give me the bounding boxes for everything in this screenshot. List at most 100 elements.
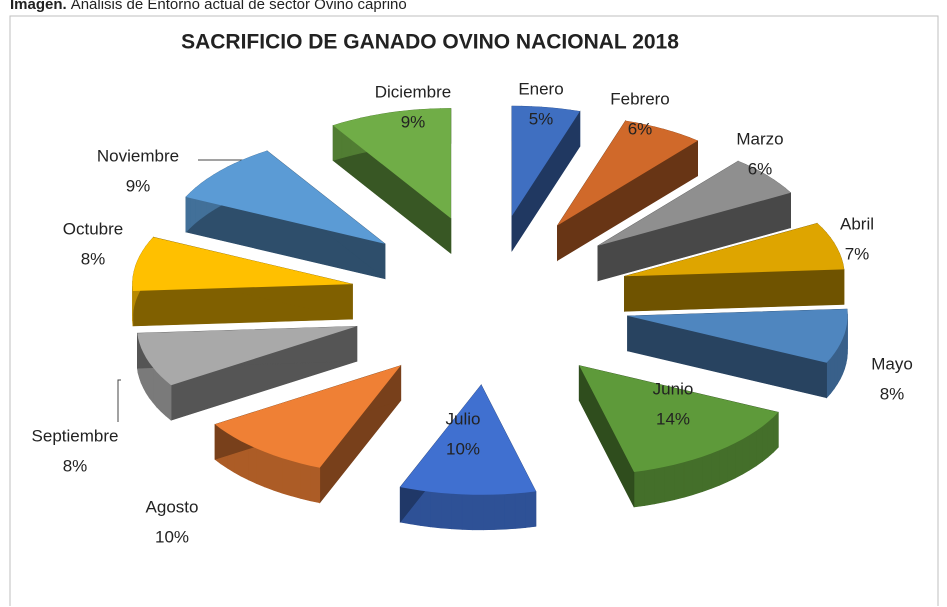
- slice: [579, 365, 779, 472]
- slice-side: [272, 454, 283, 494]
- slice-side: [514, 492, 526, 529]
- category-label: Enero: [518, 79, 563, 98]
- slice-side: [290, 460, 301, 499]
- category-label: Octubre: [63, 219, 123, 238]
- slice-side: [451, 493, 463, 530]
- value-label: 8%: [81, 249, 106, 268]
- slice: [137, 325, 358, 421]
- slice-side: [493, 493, 505, 530]
- slice: [333, 108, 451, 219]
- slice: [557, 120, 698, 226]
- slice-side: [148, 361, 154, 404]
- caption-text: Análisis de Entorno actual de sector Ovi…: [71, 0, 407, 13]
- slice-side: [472, 494, 484, 531]
- slice-side: [461, 494, 473, 531]
- slice-side: [710, 449, 720, 490]
- slice-side: [420, 490, 431, 528]
- slice-side: [654, 466, 665, 505]
- slice: [597, 161, 791, 246]
- slice-side: [309, 465, 321, 504]
- value-label: 14%: [656, 409, 690, 428]
- slice-side: [826, 357, 831, 399]
- slice-side: [440, 492, 452, 530]
- slice: [214, 364, 402, 504]
- category-label: Noviembre: [97, 146, 179, 165]
- slice-side: [624, 269, 845, 312]
- slice: [511, 106, 580, 216]
- slice: [511, 105, 581, 253]
- slice-side: [830, 352, 835, 395]
- slice: [578, 365, 779, 508]
- value-label: 6%: [628, 119, 653, 138]
- slice-side: [683, 459, 694, 498]
- slice-side: [837, 342, 841, 385]
- slice-side: [185, 191, 191, 233]
- slice: [132, 236, 353, 327]
- slice-side: [767, 416, 774, 458]
- category-label: Junio: [653, 379, 694, 398]
- slice: [399, 383, 537, 531]
- value-label: 5%: [529, 109, 554, 128]
- category-label: Marzo: [736, 129, 783, 148]
- slice-side: [834, 347, 838, 390]
- slice: [597, 160, 791, 282]
- slice-side: [762, 421, 769, 463]
- chart-title: SACRIFICIO DE GANADO OVINO NACIONAL 2018: [181, 31, 679, 54]
- slice: [215, 365, 401, 468]
- slice-side: [156, 371, 162, 413]
- slice-side: [264, 451, 274, 491]
- slice-side: [483, 494, 495, 531]
- value-label: 9%: [126, 176, 151, 195]
- slice-side: [664, 464, 675, 503]
- slice: [624, 223, 844, 277]
- slice-side: [627, 315, 827, 399]
- category-label: Diciembre: [375, 82, 452, 101]
- slice: [557, 119, 698, 262]
- slice-side: [727, 442, 736, 483]
- category-label: Agosto: [146, 497, 199, 516]
- slice-side: [773, 411, 779, 453]
- caption: Imagen. Análisis de Entorno actual de sec…: [10, 0, 407, 13]
- value-label: 10%: [155, 527, 189, 546]
- slice: [185, 150, 386, 280]
- value-label: 7%: [845, 244, 870, 263]
- slice-side: [756, 425, 763, 467]
- category-label: Septiembre: [32, 426, 119, 445]
- value-label: 9%: [401, 112, 426, 131]
- slice-side: [674, 461, 685, 501]
- slice-side: [692, 456, 703, 496]
- value-label: 6%: [748, 159, 773, 178]
- chart-frame: [9, 15, 939, 606]
- slice-side: [165, 380, 172, 421]
- slice-side: [840, 338, 843, 380]
- slice-side: [281, 457, 292, 497]
- slice: [185, 150, 385, 244]
- slice-side: [633, 470, 645, 508]
- slice-side: [749, 430, 757, 471]
- slice-side: [719, 446, 728, 486]
- slice: [137, 326, 357, 386]
- caption-label: Imagen.: [10, 0, 67, 13]
- slice: [132, 237, 353, 291]
- slice-side: [735, 438, 743, 479]
- slice: [332, 108, 452, 255]
- slice-side: [300, 463, 311, 502]
- value-label: 8%: [880, 384, 905, 403]
- value-label: 10%: [446, 439, 480, 458]
- leader-line: [117, 379, 121, 422]
- slice-side: [644, 468, 655, 506]
- slice: [627, 309, 848, 363]
- slice-side: [430, 491, 442, 529]
- slice-side: [160, 375, 167, 417]
- slice-side: [742, 434, 750, 475]
- value-label: 8%: [63, 456, 88, 475]
- slice-side: [248, 444, 257, 484]
- slice-side: [504, 493, 516, 530]
- slice-side: [525, 491, 537, 528]
- category-label: Abril: [840, 214, 874, 233]
- slice-side: [152, 366, 157, 408]
- slice: [400, 384, 536, 495]
- slice-side: [256, 448, 265, 488]
- slice-side: [702, 453, 712, 493]
